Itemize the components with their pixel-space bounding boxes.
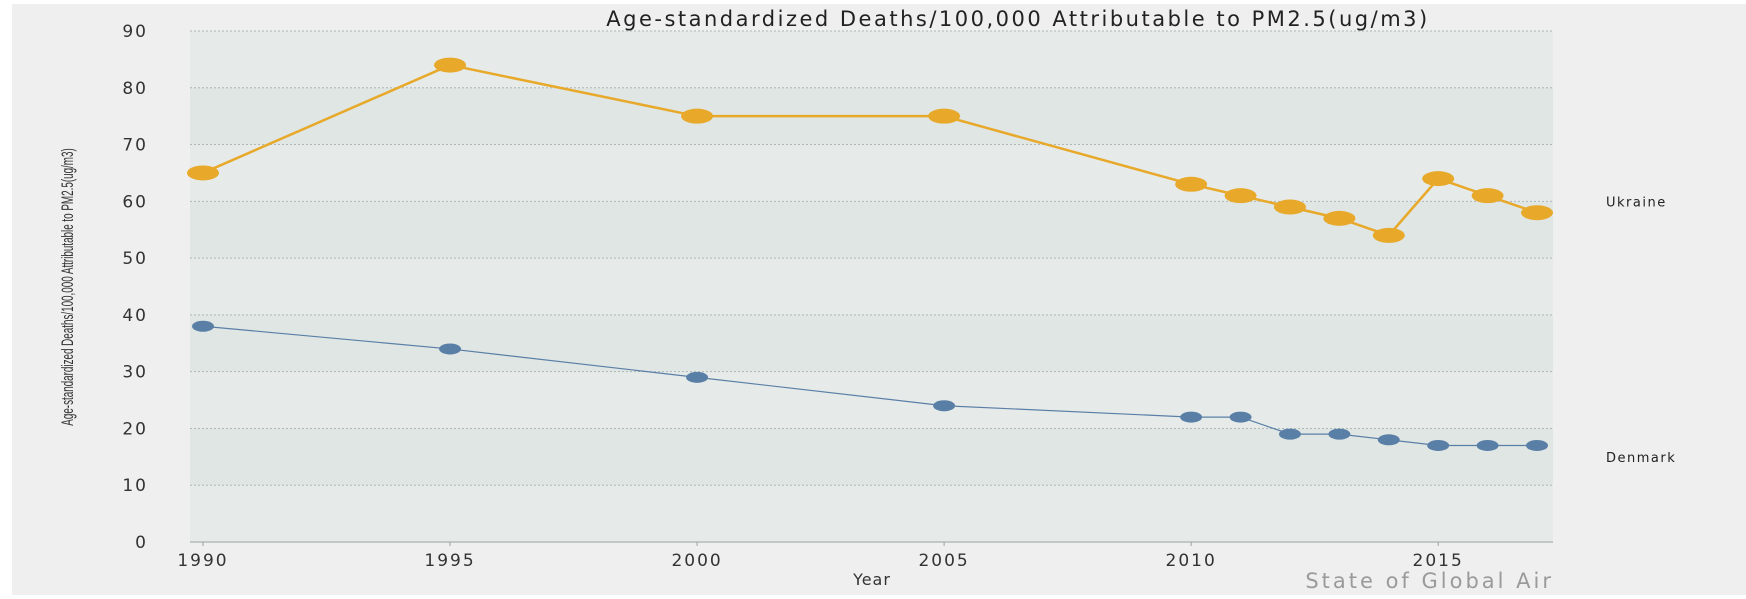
plot-band [190,485,1553,542]
y-tick-label: 70 [122,136,148,156]
x-tick-label: 2005 [918,551,969,571]
y-tick-label: 50 [122,249,148,269]
x-tick-labels: 1990 1995 2000 2005 2010 2015 [177,542,1464,571]
x-tick-label: 1990 [177,551,228,571]
denmark-point [1180,411,1203,423]
ukraine-point [1422,171,1455,187]
x-tick-label: 2010 [1166,551,1217,571]
denmark-point [1229,411,1252,423]
ukraine-point [1521,205,1553,221]
denmark-point [1377,434,1400,446]
y-tick-label: 10 [122,476,148,496]
plot-band [190,428,1553,486]
ukraine-label: Ukraine [1606,195,1667,210]
ukraine-point [1372,227,1405,243]
ukraine-point [434,57,467,73]
denmark-point [1328,428,1351,440]
source-watermark: State of Global Air [1305,569,1554,593]
denmark-point [192,320,214,332]
denmark-point [1526,439,1548,451]
x-tick-label: 2000 [671,551,722,571]
series-labels: Ukraine Denmark [1606,195,1676,466]
y-tick-label: 0 [135,533,148,553]
denmark-point [933,400,956,412]
plot-band [190,201,1553,259]
ukraine-point [1175,176,1208,192]
x-tick-label: 2015 [1413,551,1464,571]
y-tick-label: 20 [122,419,148,439]
x-axis-label: Year [852,570,891,589]
y-tick-label: 30 [122,363,148,383]
chart-title: Age-standardized Deaths/100,000 Attribut… [606,7,1429,31]
series-layer [187,57,1553,451]
ukraine-point [928,108,961,124]
ukraine-point [681,108,714,124]
ukraine-point [1471,188,1504,204]
denmark-label: Denmark [1606,451,1676,466]
ukraine-point [1224,188,1257,204]
plot-band [190,258,1553,315]
ukraine-point [187,165,219,181]
denmark-point [1427,439,1450,451]
plot-band [190,314,1553,372]
ukraine-point [1273,199,1306,215]
denmark-point [1278,428,1301,440]
y-tick-label: 80 [122,79,148,99]
y-tick-label: 60 [122,192,148,212]
plot-bands [190,31,1553,542]
y-tick-label: 40 [122,306,148,326]
ukraine-point [1323,210,1356,226]
x-tick-label: 1995 [424,551,475,571]
denmark-point [439,343,462,355]
y-tick-label: 90 [122,22,148,42]
y-tick-labels: 0 10 20 30 40 50 60 70 80 90 [122,22,148,553]
plot-band [190,144,1553,202]
plot-band [190,371,1553,429]
y-axis-label: Age-standardized Deaths/100,000 Attribut… [57,148,77,425]
gridlines [190,30,1553,543]
plot-band [190,31,1553,88]
denmark-point [686,371,709,383]
denmark-point [1476,439,1499,451]
